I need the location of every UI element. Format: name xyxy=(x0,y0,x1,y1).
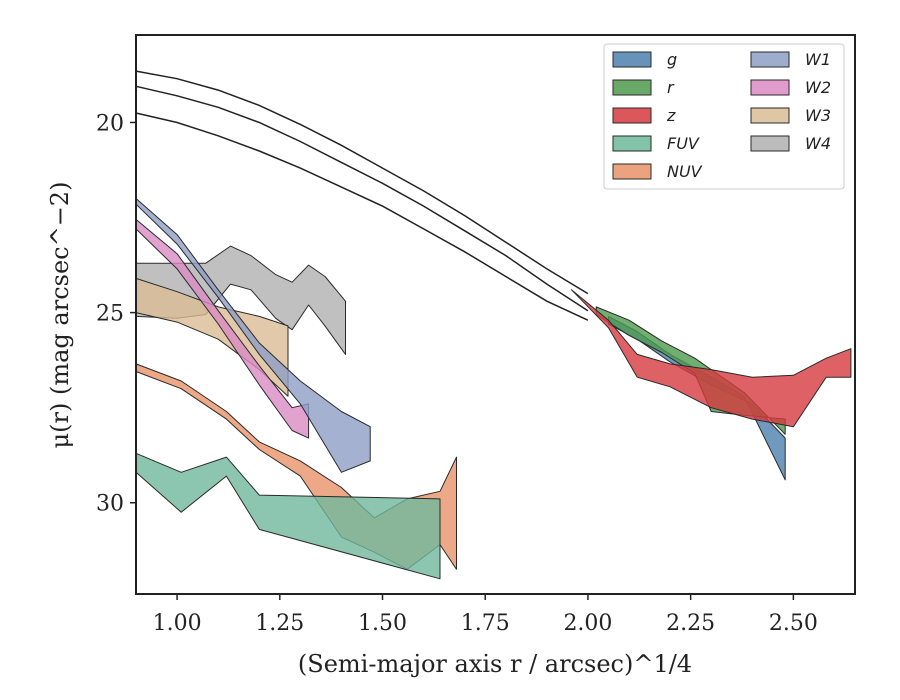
band-z xyxy=(571,289,852,428)
legend-swatch-nuv xyxy=(612,163,652,180)
x-tick-label: 2.50 xyxy=(769,611,818,636)
y-tick-label: 20 xyxy=(96,111,124,136)
y-tick-label: 25 xyxy=(96,302,124,327)
legend-swatch-z xyxy=(612,107,652,124)
legend-label-z: z xyxy=(666,106,676,125)
legend-label-w3: W3 xyxy=(805,106,831,125)
legend-label-w4: W4 xyxy=(805,134,831,153)
x-tick-label: 1.25 xyxy=(255,611,304,636)
legend-swatch-r xyxy=(612,79,652,96)
x-tick-label: 1.75 xyxy=(461,611,510,636)
x-tick-label: 1.50 xyxy=(358,611,407,636)
band-fuv xyxy=(135,452,441,580)
legend-swatch-w2 xyxy=(750,79,790,96)
x-axis-label: (Semi-major axis r / arcsec)^1/4 xyxy=(298,650,692,678)
x-axis: 1.00 1.25 1.50 1.75 2.00 2.25 2.50 xyxy=(153,594,818,636)
legend-swatch-w1 xyxy=(750,51,790,68)
x-tick-label: 2.00 xyxy=(563,611,612,636)
legend-swatch-w4 xyxy=(750,135,790,152)
model-curve-layer xyxy=(135,70,589,321)
y-axis-label: μ(r) (mag arcsec^−2) xyxy=(46,182,74,449)
plot-frame xyxy=(135,34,856,595)
y-tick-label: 30 xyxy=(96,492,124,517)
model-curve-1 xyxy=(135,70,589,295)
y-axis: 20 25 30 xyxy=(96,111,136,517)
x-tick-label: 1.00 xyxy=(153,611,202,636)
band-w2 xyxy=(135,218,310,439)
legend-label-w1: W1 xyxy=(805,50,831,69)
legend-swatch-fuv xyxy=(612,135,652,152)
model-curve-3 xyxy=(135,112,589,321)
legend-swatch-w3 xyxy=(750,107,790,124)
band-layer xyxy=(135,198,852,580)
x-tick-label: 2.25 xyxy=(666,611,715,636)
model-curve-2 xyxy=(135,85,589,312)
band-w1 xyxy=(135,198,371,473)
legend-label-g: g xyxy=(667,50,677,69)
legend-label-r: r xyxy=(667,78,675,97)
legend: grz FUV NUV W1 W2 W3 W4 xyxy=(603,43,845,190)
legend-label-w2: W2 xyxy=(805,78,831,97)
legend-label-nuv: NUV xyxy=(667,162,703,181)
legend-swatch-g xyxy=(612,51,652,68)
legend-label-fuv: FUV xyxy=(667,134,700,153)
